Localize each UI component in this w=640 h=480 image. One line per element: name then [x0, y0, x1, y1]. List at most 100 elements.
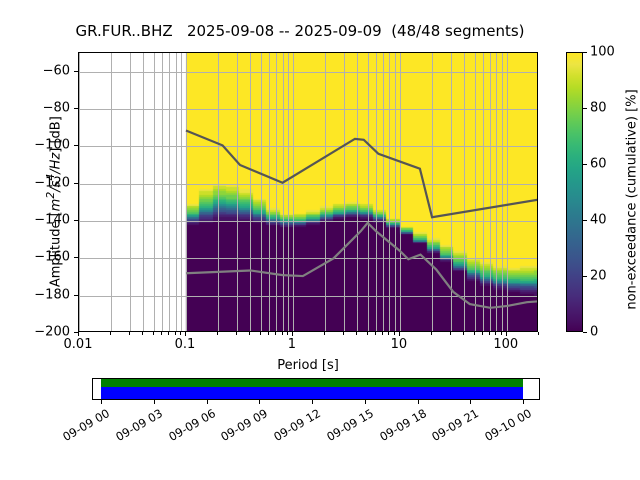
x-axis-minor-tick	[152, 332, 154, 335]
timeline-tick	[470, 400, 472, 404]
x-axis-minor-tick	[489, 332, 491, 335]
colorbar-tick-label: 80	[590, 100, 607, 116]
grid-line-vertical	[464, 53, 466, 331]
noise-model-lines	[185, 129, 537, 309]
grid-line-horizontal	[79, 183, 537, 185]
grid-line-horizontal	[79, 221, 537, 222]
grid-line-vertical	[218, 53, 220, 331]
grid-line-vertical	[236, 53, 238, 331]
grid-line-vertical	[260, 53, 262, 331]
x-axis-minor-tick	[366, 332, 368, 335]
x-axis-minor-tick	[249, 332, 251, 335]
x-axis-tick-label: 0.01	[63, 337, 93, 352]
timeline-tick-label: 09-09 09	[218, 406, 271, 444]
x-axis-tick-label: 10	[390, 337, 408, 352]
colorbar-tick	[583, 108, 587, 109]
y-axis-tick-label: −180	[34, 287, 70, 303]
y-axis-major-tick	[74, 182, 78, 184]
grid-line-vertical	[269, 53, 271, 331]
grid-line-vertical	[292, 53, 294, 331]
timeline-tick-label: 09-09 12	[271, 406, 324, 444]
grid-line-vertical	[325, 53, 327, 331]
colorbar-tick-label: 100	[590, 44, 615, 60]
colorbar-tick	[583, 220, 587, 221]
timeline-tick	[100, 400, 102, 404]
grid-line-vertical	[389, 53, 391, 331]
page-title: GR.FUR..BHZ 2025-09-08 -- 2025-09-09 (48…	[75, 22, 525, 40]
y-axis-major-tick	[74, 145, 78, 147]
y-axis-title: Amplitude [m2/s4/Hz] [dB]	[44, 62, 63, 342]
grid-line-vertical	[282, 53, 284, 331]
y-axis-major-tick	[74, 220, 78, 221]
colorbar[interactable]	[566, 52, 583, 332]
x-axis-minor-tick	[473, 332, 475, 335]
colorbar-tick	[583, 164, 587, 165]
y-axis-tick-label: −120	[34, 175, 70, 191]
grid-line-vertical	[276, 53, 278, 331]
x-axis-minor-tick	[495, 332, 497, 335]
y-axis-major-tick	[74, 294, 78, 296]
grid-line-vertical	[185, 53, 187, 331]
y-axis-tick-label: −160	[34, 249, 70, 265]
grid-line-vertical	[250, 53, 252, 331]
x-axis-major-tick	[398, 332, 400, 336]
x-axis-title: Period [s]	[277, 358, 339, 373]
axes-clip	[79, 53, 537, 331]
x-axis-minor-tick	[538, 332, 539, 335]
x-axis-minor-tick	[174, 332, 176, 335]
x-axis-major-tick	[78, 332, 79, 336]
timeline-axes[interactable]	[92, 378, 540, 400]
x-axis-minor-tick	[388, 332, 390, 335]
colorbar-tick	[583, 52, 587, 53]
grid-line-horizontal	[79, 146, 537, 148]
grid-line-vertical	[483, 53, 485, 331]
grid-line-vertical	[474, 53, 476, 331]
grid-line-vertical	[162, 53, 164, 331]
grid-line-vertical	[367, 53, 369, 331]
timeline-tick-label: 09-09 21	[429, 406, 482, 444]
grid-line-horizontal	[79, 109, 537, 110]
colorbar-tick	[583, 276, 587, 277]
timeline-tick	[417, 400, 419, 404]
x-axis-major-tick	[291, 332, 293, 336]
x-axis-minor-tick	[235, 332, 237, 335]
timeline-tick-label: 09-10 00	[482, 406, 535, 444]
grid-line-vertical	[432, 53, 434, 331]
grid-line-vertical	[143, 53, 145, 331]
y-axis-major-tick	[74, 257, 78, 259]
grid-line-vertical	[394, 53, 396, 331]
colorbar-tick-label: 20	[590, 268, 607, 284]
x-axis-minor-tick	[129, 332, 131, 335]
x-axis-minor-tick	[281, 332, 283, 335]
grid-line-vertical	[383, 53, 385, 331]
x-axis-minor-tick	[268, 332, 270, 335]
x-axis-minor-tick	[110, 332, 112, 335]
ppsd-axes[interactable]	[78, 52, 538, 332]
x-axis-minor-tick	[500, 332, 502, 335]
y-axis-tick-label: −140	[34, 212, 70, 228]
timeline-tick-label: 09-09 18	[376, 406, 429, 444]
y-axis-title-text: Amplitude [m2/s4/Hz] [dB]	[44, 116, 64, 288]
x-axis-minor-tick	[342, 332, 344, 335]
x-axis-minor-tick	[375, 332, 377, 335]
grid-line-vertical	[501, 53, 503, 331]
x-axis-minor-tick	[287, 332, 288, 335]
grid-line-vertical	[169, 53, 171, 331]
y-axis-tick-label: −60	[42, 63, 70, 79]
x-axis-minor-tick	[463, 332, 465, 335]
grid-line-vertical	[111, 53, 113, 331]
x-axis-tick-label: 1	[287, 337, 297, 352]
psd-segments-bar	[100, 387, 524, 399]
grid-line-vertical	[399, 53, 401, 331]
data-coverage-bar	[100, 379, 524, 388]
timeline-tick-label: 09-09 15	[323, 406, 376, 444]
y-axis-major-tick	[74, 332, 78, 333]
x-axis-major-tick	[184, 332, 186, 336]
y-axis-tick-label: −200	[34, 324, 70, 340]
ppsd-histogram-heatmap	[79, 53, 537, 331]
x-axis-minor-tick	[180, 332, 182, 335]
colorbar-tick-label: 60	[590, 156, 607, 172]
grid-line-horizontal	[79, 295, 537, 297]
x-axis-minor-tick	[482, 332, 484, 335]
grid-line-vertical	[288, 53, 289, 331]
